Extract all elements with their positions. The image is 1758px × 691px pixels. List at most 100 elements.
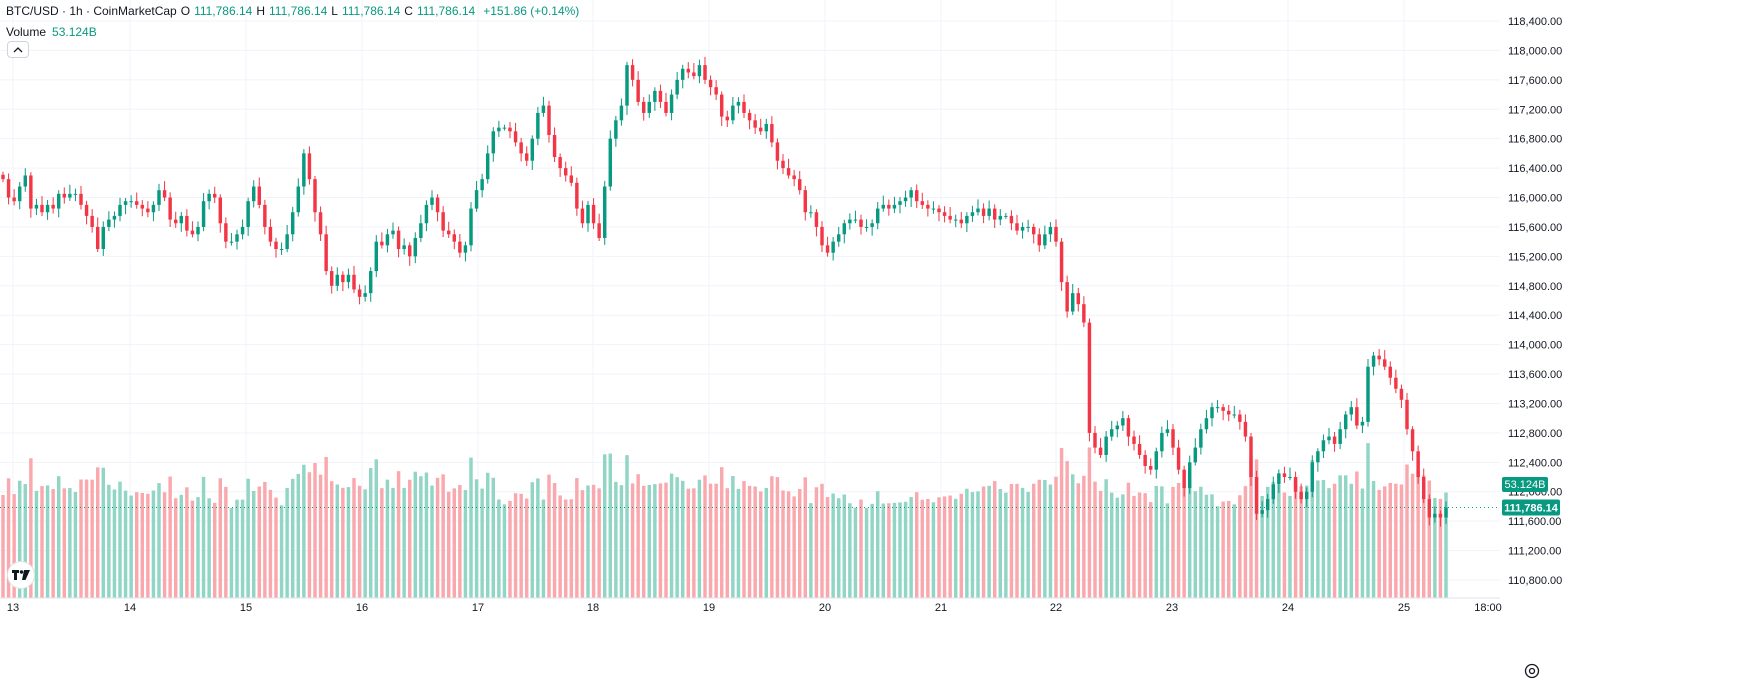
volume-bar [151,490,156,598]
volume-bar [747,485,752,598]
candle-body [279,249,284,251]
volume-bar [625,455,629,598]
symbol-title[interactable]: BTC/USD · 1h · CoinMarketCap [6,4,177,18]
low-value: 111,786.14 [341,4,401,18]
candle-body [446,230,451,235]
candle-body [552,135,557,158]
gear-icon[interactable] [1522,661,1542,681]
candle-body [775,142,780,161]
volume-bar [1332,483,1337,598]
volume-bar [864,507,869,598]
candle-body [1199,429,1203,448]
candle-body [792,175,796,180]
date-tick-label: 19 [703,602,715,614]
volume-bar [1277,485,1281,598]
candle-body [970,212,975,216]
volume-bar [914,492,919,598]
volume-bar [1260,496,1264,598]
collapse-legend-button[interactable] [7,41,29,58]
volume-bar [274,497,278,598]
volume-bar [419,476,423,598]
candle-body [168,197,172,220]
volume-legend: Volume 53.124B [6,25,97,39]
candle-body [1143,454,1147,466]
volume-bar [987,485,991,598]
volume-bar [1410,473,1415,598]
candle-body [1271,484,1276,500]
volume-label[interactable]: Volume [6,25,47,39]
candle-body [1299,491,1303,500]
price-tick-label: 114,800.00 [1508,281,1562,293]
candle-body [1087,322,1092,433]
volume-bar [268,489,273,598]
candle-body [909,190,913,198]
candle-body [1093,432,1097,448]
candle-body [1316,451,1320,463]
volume-bar [469,457,473,598]
price-tick-label: 113,200.00 [1508,398,1562,410]
candle-body [1104,436,1108,455]
candle-body [664,101,668,113]
volume-bar [17,480,22,598]
volume-bar [758,491,763,598]
candle-body [380,241,384,246]
candle-body [1121,418,1125,426]
candle-body [1171,429,1175,448]
candle-body [318,212,323,235]
candle-body [1355,407,1359,426]
volume-bar [653,484,657,598]
volume-bar [1154,485,1159,598]
price-tick-label: 116,400.00 [1508,163,1562,175]
volume-bar [324,457,328,598]
volume-bar [580,490,585,598]
candle-body [45,204,50,213]
volume-bar [296,473,301,598]
candle-body [463,245,468,253]
candle-body [56,193,61,209]
volume-bar [1371,481,1376,598]
volume-bar [686,488,691,598]
volume-bar [218,478,223,598]
volume-bar [73,492,78,598]
candle-body [402,245,406,250]
candle-body [485,153,490,180]
candle-body [965,215,969,224]
candle-body [1009,215,1014,224]
volume-bar [1226,500,1231,598]
candle-body [118,204,122,216]
candle-body [1031,226,1036,235]
candle-body [324,234,328,272]
date-tick-label: 16 [356,602,368,614]
candle-body [1082,304,1086,323]
candle-body [680,68,685,80]
candle-body [1332,436,1337,444]
candle-body [524,153,529,161]
volume-bar [1070,474,1075,598]
candle-body [251,186,256,202]
volume-bar [803,477,808,598]
volume-bar [6,478,11,598]
candle-body [842,223,847,235]
candle-body [34,204,39,209]
volume-bar [725,488,730,598]
candle-body [563,168,568,176]
candle-body [502,127,507,129]
volume-bar [770,476,774,598]
candle-body [240,226,245,235]
candle-body [1293,477,1298,492]
volume-bar [140,492,145,598]
candle-body [803,190,808,213]
candle-body [218,197,223,224]
date-tick-label: 22 [1050,602,1062,614]
volume-bar [1204,494,1209,598]
volume-bar [558,495,562,598]
price-axis[interactable]: 118,400.00 118,000.00 117,600.00 117,200.00… [1502,16,1562,587]
volume-bar [51,489,55,598]
volume-bar [1082,475,1086,598]
time-axis[interactable]: 13 14 15 16 17 18 19 20 21 22 23 24 25 18:00 [0,597,1502,614]
volume-bar [697,479,702,598]
tradingview-logo[interactable] [8,562,34,588]
candle-body [179,215,184,224]
high-label: H [256,4,266,18]
